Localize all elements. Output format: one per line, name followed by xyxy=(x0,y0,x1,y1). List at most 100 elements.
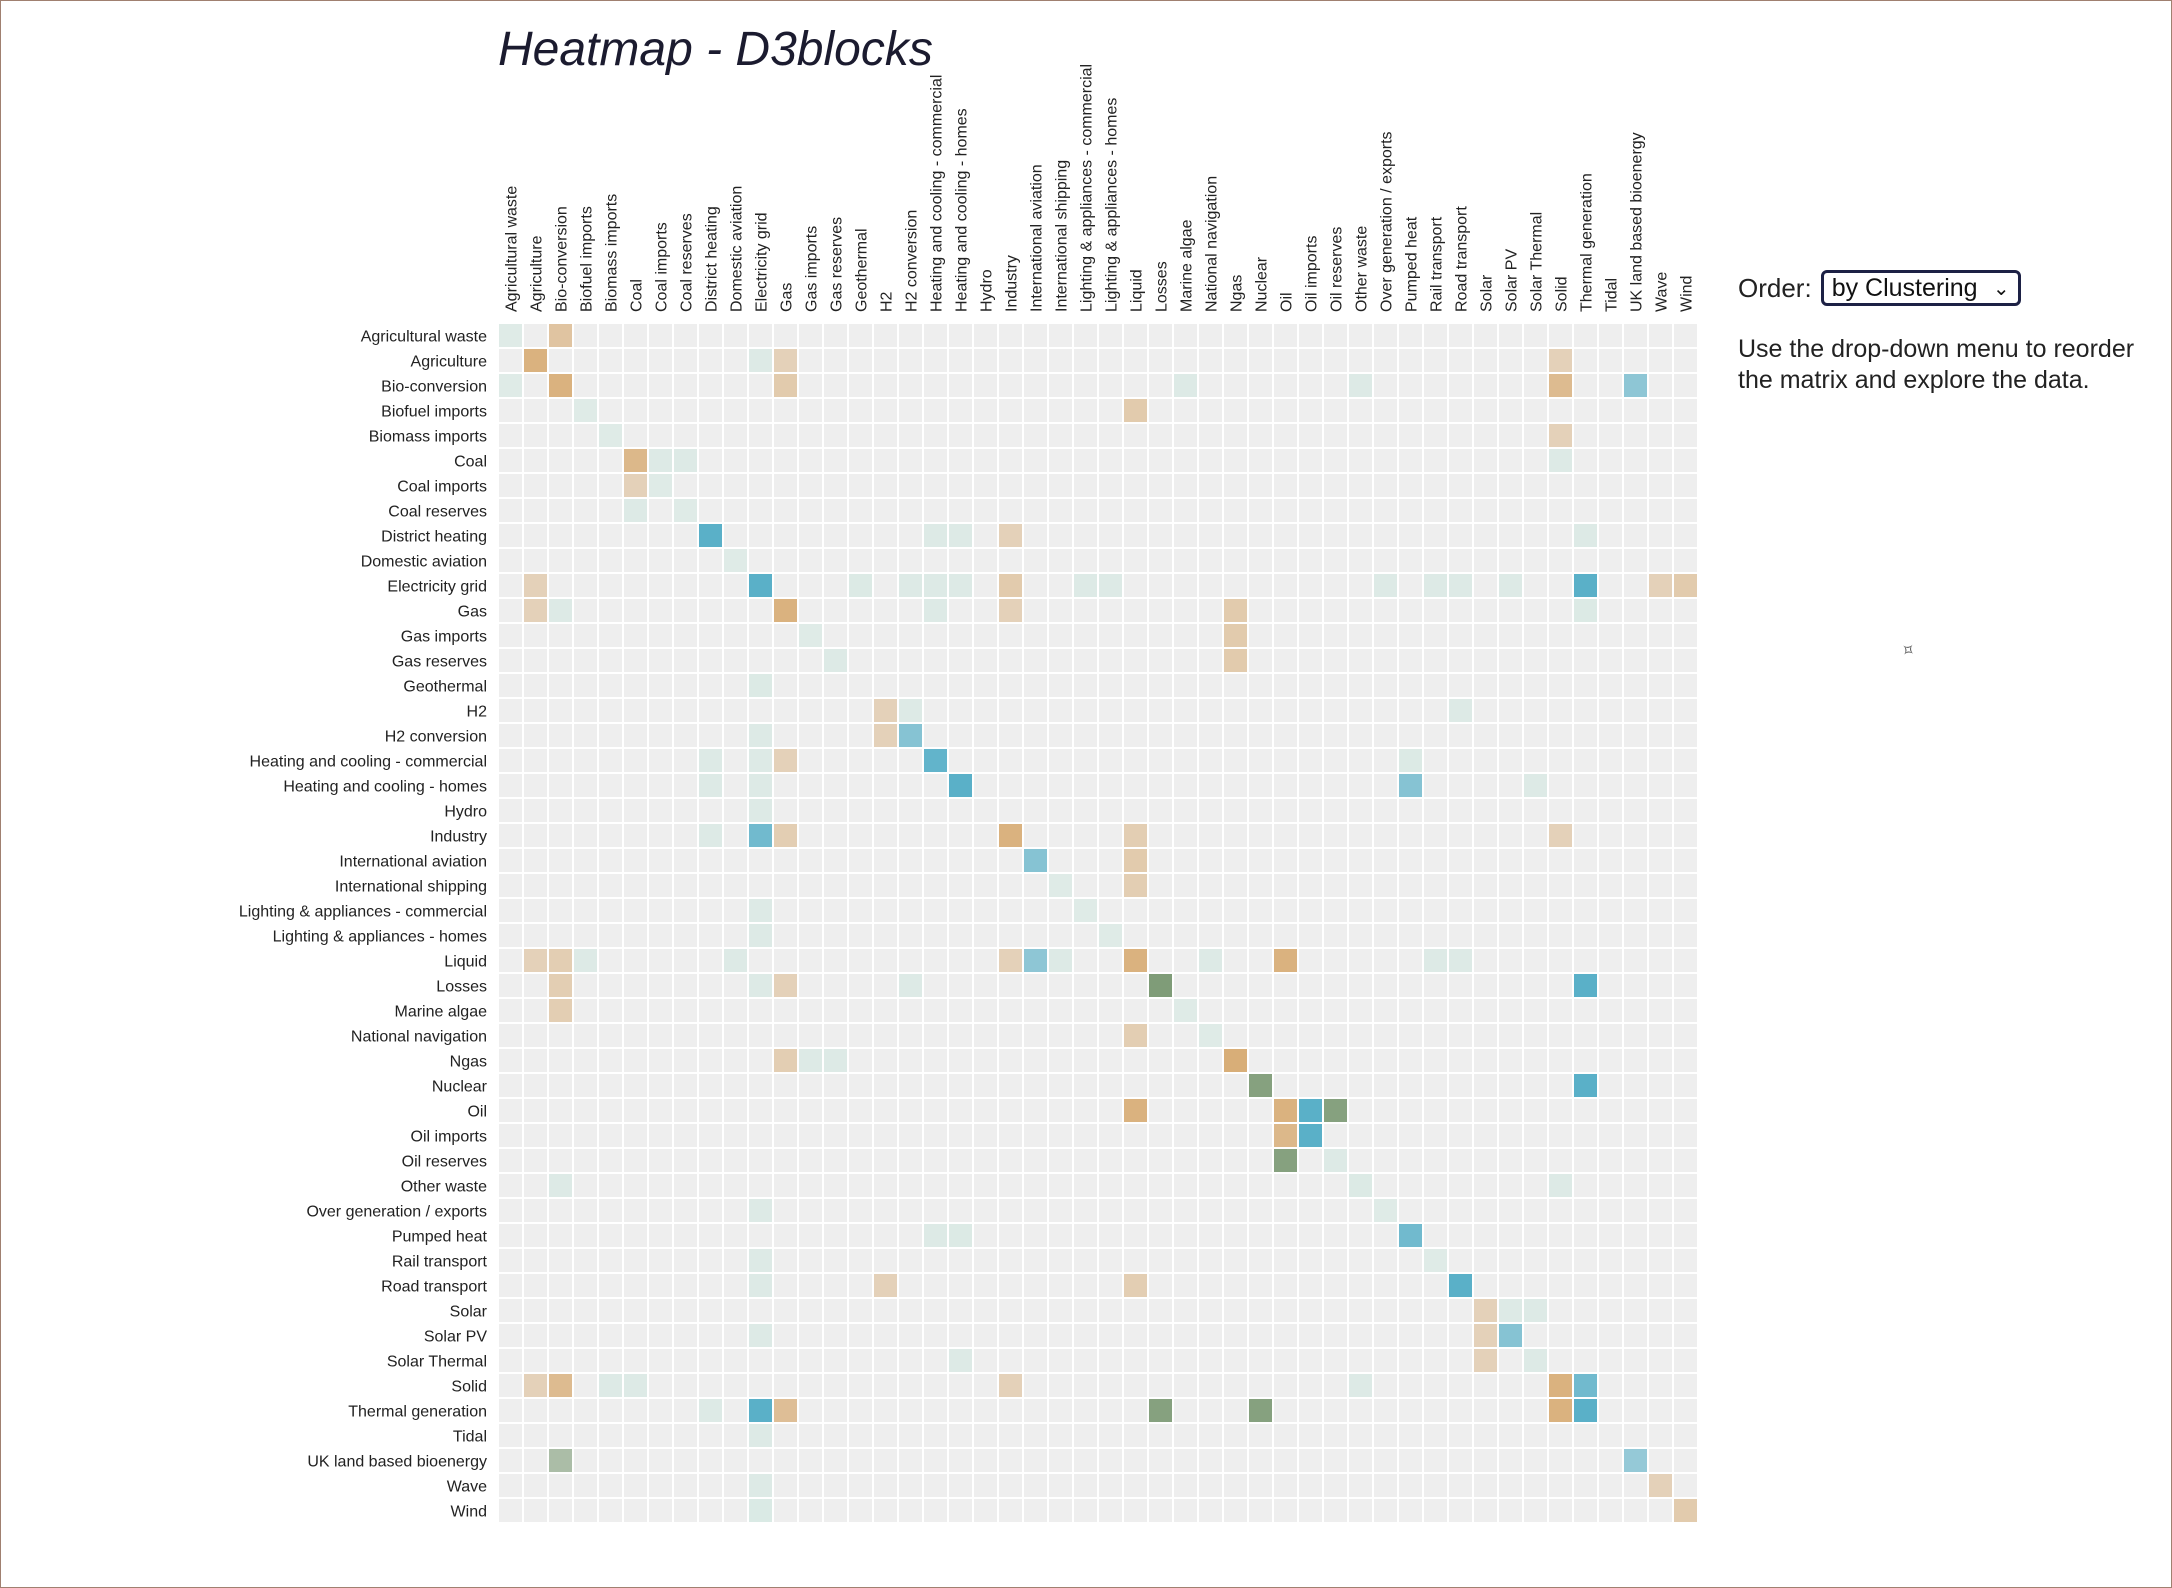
heatmap-cell-empty[interactable] xyxy=(1449,524,1472,547)
heatmap-cell-empty[interactable] xyxy=(1074,1199,1097,1222)
heatmap-cell-empty[interactable] xyxy=(574,849,597,872)
heatmap-cell-empty[interactable] xyxy=(1074,774,1097,797)
heatmap-cell-empty[interactable] xyxy=(974,599,997,622)
heatmap-cell-empty[interactable] xyxy=(674,574,697,597)
heatmap-cell-empty[interactable] xyxy=(674,1049,697,1072)
heatmap-cell-empty[interactable] xyxy=(1399,349,1422,372)
heatmap-cell-empty[interactable] xyxy=(1499,424,1522,447)
heatmap-cell-empty[interactable] xyxy=(899,1174,922,1197)
heatmap-cell-empty[interactable] xyxy=(849,674,872,697)
heatmap-cell-empty[interactable] xyxy=(924,674,947,697)
heatmap-cell-empty[interactable] xyxy=(1099,1349,1122,1372)
heatmap-cell-empty[interactable] xyxy=(1624,1074,1647,1097)
heatmap-cell-empty[interactable] xyxy=(549,1249,572,1272)
heatmap-cell-empty[interactable] xyxy=(724,674,747,697)
heatmap-cell-empty[interactable] xyxy=(1449,1399,1472,1422)
heatmap-cell-empty[interactable] xyxy=(849,874,872,897)
heatmap-cell-empty[interactable] xyxy=(849,1124,872,1147)
heatmap-cell-empty[interactable] xyxy=(874,849,897,872)
heatmap-cell-empty[interactable] xyxy=(499,749,522,772)
heatmap-cell-empty[interactable] xyxy=(1049,449,1072,472)
heatmap-cell-empty[interactable] xyxy=(624,1124,647,1147)
heatmap-cell-empty[interactable] xyxy=(1049,1424,1072,1447)
heatmap-cell-empty[interactable] xyxy=(1349,599,1372,622)
heatmap-cell[interactable] xyxy=(749,749,772,772)
heatmap-cell-empty[interactable] xyxy=(1124,599,1147,622)
heatmap-cell-empty[interactable] xyxy=(1424,1374,1447,1397)
heatmap-cell-empty[interactable] xyxy=(1099,1049,1122,1072)
heatmap-cell-empty[interactable] xyxy=(1349,1124,1372,1147)
heatmap-cell-empty[interactable] xyxy=(1674,1099,1697,1122)
heatmap-cell-empty[interactable] xyxy=(1499,724,1522,747)
heatmap-cell-empty[interactable] xyxy=(1399,874,1422,897)
heatmap-cell-empty[interactable] xyxy=(1474,624,1497,647)
heatmap-cell-empty[interactable] xyxy=(1049,1074,1072,1097)
heatmap-cell-empty[interactable] xyxy=(1099,474,1122,497)
heatmap-cell-empty[interactable] xyxy=(824,499,847,522)
heatmap-cell-empty[interactable] xyxy=(1274,599,1297,622)
heatmap-cell-empty[interactable] xyxy=(599,1474,622,1497)
heatmap-cell-empty[interactable] xyxy=(1674,1024,1697,1047)
heatmap-cell-empty[interactable] xyxy=(524,1174,547,1197)
heatmap-cell-empty[interactable] xyxy=(499,574,522,597)
heatmap-cell-empty[interactable] xyxy=(1374,849,1397,872)
heatmap-cell-empty[interactable] xyxy=(549,1324,572,1347)
heatmap-cell-empty[interactable] xyxy=(624,949,647,972)
heatmap-cell-empty[interactable] xyxy=(1624,624,1647,647)
heatmap-cell-empty[interactable] xyxy=(874,574,897,597)
heatmap-cell[interactable] xyxy=(1549,374,1572,397)
heatmap-cell-empty[interactable] xyxy=(1624,1024,1647,1047)
heatmap-cell-empty[interactable] xyxy=(724,724,747,747)
heatmap-cell-empty[interactable] xyxy=(624,1249,647,1272)
heatmap-cell-empty[interactable] xyxy=(674,1474,697,1497)
heatmap-cell-empty[interactable] xyxy=(899,499,922,522)
heatmap-cell-empty[interactable] xyxy=(1049,574,1072,597)
heatmap-cell-empty[interactable] xyxy=(1474,1474,1497,1497)
heatmap-cell-empty[interactable] xyxy=(649,1099,672,1122)
heatmap-cell-empty[interactable] xyxy=(1549,899,1572,922)
heatmap-cell-empty[interactable] xyxy=(799,1449,822,1472)
heatmap-cell-empty[interactable] xyxy=(599,1499,622,1522)
heatmap-cell-empty[interactable] xyxy=(999,1474,1022,1497)
heatmap-cell-empty[interactable] xyxy=(499,999,522,1022)
heatmap-cell-empty[interactable] xyxy=(1199,1074,1222,1097)
heatmap-cell-empty[interactable] xyxy=(599,1399,622,1422)
heatmap-cell-empty[interactable] xyxy=(1599,949,1622,972)
heatmap-cell-empty[interactable] xyxy=(1599,474,1622,497)
heatmap-cell-empty[interactable] xyxy=(1499,874,1522,897)
heatmap-cell-empty[interactable] xyxy=(574,1424,597,1447)
heatmap-cell-empty[interactable] xyxy=(1474,324,1497,347)
heatmap-cell-empty[interactable] xyxy=(1274,974,1297,997)
heatmap-cell-empty[interactable] xyxy=(599,1299,622,1322)
heatmap-cell-empty[interactable] xyxy=(1474,774,1497,797)
heatmap-cell-empty[interactable] xyxy=(649,1074,672,1097)
heatmap-cell-empty[interactable] xyxy=(549,649,572,672)
heatmap-cell-empty[interactable] xyxy=(924,1174,947,1197)
heatmap-cell-empty[interactable] xyxy=(1149,1299,1172,1322)
heatmap-cell-empty[interactable] xyxy=(1174,574,1197,597)
heatmap-cell-empty[interactable] xyxy=(774,674,797,697)
heatmap-cell-empty[interactable] xyxy=(1374,649,1397,672)
heatmap-cell-empty[interactable] xyxy=(549,674,572,697)
heatmap-cell-empty[interactable] xyxy=(1349,499,1372,522)
heatmap-cell-empty[interactable] xyxy=(674,1249,697,1272)
heatmap-cell-empty[interactable] xyxy=(1049,849,1072,872)
heatmap-cell-empty[interactable] xyxy=(499,1049,522,1072)
heatmap-cell-empty[interactable] xyxy=(924,799,947,822)
heatmap-cell-empty[interactable] xyxy=(1024,624,1047,647)
heatmap-cell-empty[interactable] xyxy=(1574,1124,1597,1147)
heatmap-cell-empty[interactable] xyxy=(1024,799,1047,822)
heatmap-cell[interactable] xyxy=(1649,574,1672,597)
heatmap-cell-empty[interactable] xyxy=(574,1499,597,1522)
heatmap-cell-empty[interactable] xyxy=(1199,849,1222,872)
heatmap-cell[interactable] xyxy=(699,1399,722,1422)
heatmap-cell-empty[interactable] xyxy=(1574,649,1597,672)
heatmap-cell-empty[interactable] xyxy=(624,349,647,372)
heatmap-cell-empty[interactable] xyxy=(824,949,847,972)
heatmap-cell-empty[interactable] xyxy=(1224,474,1247,497)
order-select[interactable]: by Clustering ⌄ xyxy=(1820,270,2021,306)
heatmap-cell-empty[interactable] xyxy=(899,1324,922,1347)
heatmap-cell[interactable] xyxy=(549,374,572,397)
heatmap-cell-empty[interactable] xyxy=(1024,374,1047,397)
heatmap-cell-empty[interactable] xyxy=(974,624,997,647)
